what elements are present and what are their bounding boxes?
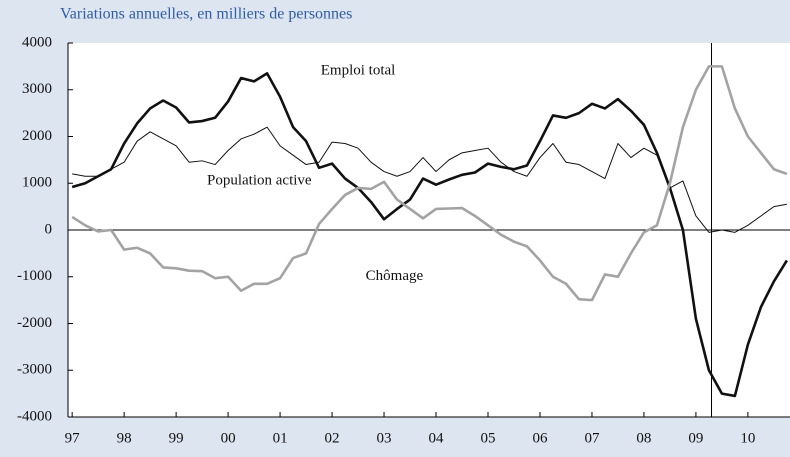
y-tick-label: 1000 (22, 175, 52, 191)
series-line (71, 65, 788, 302)
y-tick-label: -1000 (17, 268, 52, 284)
y-tick-label: 4000 (22, 34, 52, 50)
x-tick-label: 03 (377, 430, 392, 446)
series-label: Chômage (366, 268, 424, 284)
x-tick-label: 04 (429, 430, 445, 446)
x-tick-label: 06 (532, 430, 548, 446)
x-tick-label: 10 (740, 430, 755, 446)
series-label: Population active (207, 172, 312, 188)
x-tick-label: 05 (480, 430, 495, 446)
x-tick-label: 98 (117, 430, 132, 446)
series-line (72, 126, 787, 233)
x-tick-label: 99 (169, 430, 184, 446)
y-tick-label: -2000 (17, 315, 52, 331)
x-tick-label: 08 (636, 430, 651, 446)
x-tick-label: 01 (273, 430, 288, 446)
y-tick-label: -3000 (17, 362, 52, 378)
x-tick-label: 97 (65, 430, 81, 446)
y-tick-label: 2000 (22, 128, 52, 144)
y-tick-label: -4000 (17, 408, 52, 424)
x-tick-label: 07 (584, 430, 600, 446)
x-tick-label: 00 (221, 430, 236, 446)
y-tick-label: 3000 (22, 81, 52, 97)
chart-title: Variations annuelles, en milliers de per… (60, 6, 352, 23)
series-label: Emploi total (321, 62, 396, 78)
x-tick-label: 02 (325, 430, 340, 446)
y-tick-label: 0 (45, 221, 53, 237)
x-tick-label: 09 (688, 430, 703, 446)
